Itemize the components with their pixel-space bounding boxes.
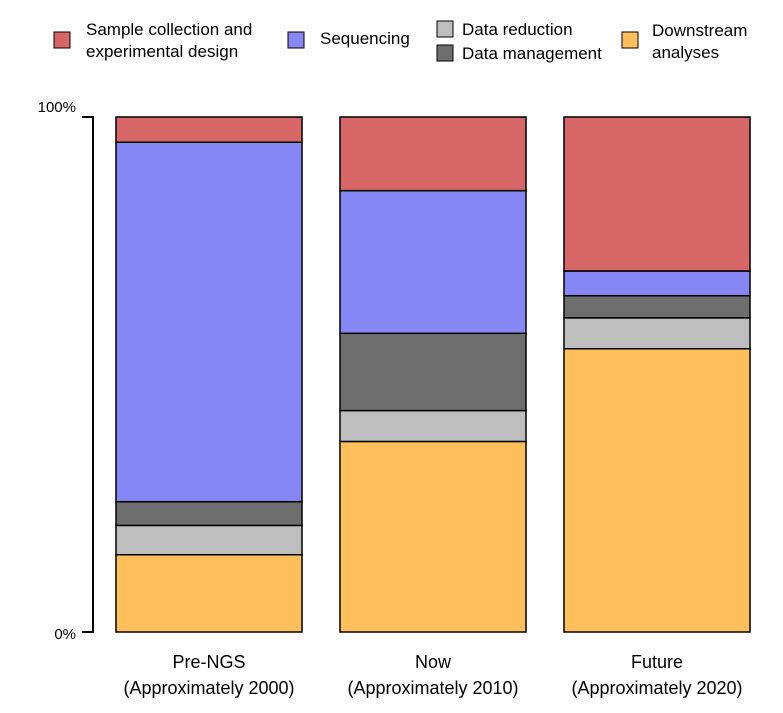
legend-swatch-downstream-analyses: [621, 31, 639, 49]
bar-segment-now-downstream-analyses: [339, 440, 527, 633]
category-label-future-line-1: Future: [631, 652, 683, 672]
legend-label-downstream-analyses-line-1: Downstream: [652, 21, 747, 40]
bar-segment-future-data-reduction: [563, 317, 751, 350]
bar-segment-future-sequencing: [563, 270, 751, 297]
legend-label-sample-collection-and-experimental-design-line-2: experimental design: [86, 42, 238, 61]
bar-segment-now-data-reduction: [339, 409, 527, 443]
bar-segment-future-downstream-analyses: [563, 348, 751, 633]
bar-segment-now-data-management: [339, 332, 527, 412]
bar-segment-future-data-management: [563, 294, 751, 319]
bar-segment-pre-ngs-sample-collection-and-experimental-design: [115, 116, 303, 143]
category-label-pre-ngs-line-1: Pre-NGS: [172, 652, 245, 672]
legend-label-sample-collection-and-experimental-design-line-1: Sample collection and: [86, 20, 252, 39]
bar-segment-pre-ngs-downstream-analyses: [115, 554, 303, 633]
category-label-pre-ngs-line-2: (Approximately 2000): [123, 678, 294, 698]
category-label-future-line-2: (Approximately 2020): [571, 678, 742, 698]
legend-swatch-sample-collection-and-experimental-design: [53, 31, 71, 49]
bar-segment-now-sample-collection-and-experimental-design: [339, 116, 527, 192]
bar-segment-pre-ngs-data-reduction: [115, 524, 303, 556]
y-tick-label-0: 0%: [54, 626, 76, 643]
bar-segment-pre-ngs-data-management: [115, 500, 303, 527]
category-labels: Pre-NGS (Approximately 2000) Now (Approxima…: [123, 652, 742, 698]
legend-label-data-management-line-1: Data management: [462, 44, 602, 63]
legend-swatch-data-management: [436, 44, 454, 62]
legend-label-data-reduction-line-1: Data reduction: [462, 20, 573, 39]
y-axis: 100% 0%: [38, 99, 94, 643]
legend: Sample collection and experimental design…: [53, 20, 747, 63]
bar-segment-pre-ngs-sequencing: [115, 141, 303, 503]
y-tick-label-100: 100%: [38, 99, 76, 116]
legend-label-downstream-analyses-line-2: analyses: [652, 43, 719, 62]
category-label-now-line-2: (Approximately 2010): [347, 678, 518, 698]
category-label-now-line-1: Now: [415, 652, 452, 672]
legend-label-sequencing-line-1: Sequencing: [320, 29, 410, 48]
bars: [115, 116, 751, 633]
bar-segment-future-sample-collection-and-experimental-design: [563, 116, 751, 272]
bar-segment-now-sequencing: [339, 189, 527, 335]
legend-swatch-sequencing: [287, 31, 305, 49]
legend-swatch-data-reduction: [436, 20, 454, 38]
